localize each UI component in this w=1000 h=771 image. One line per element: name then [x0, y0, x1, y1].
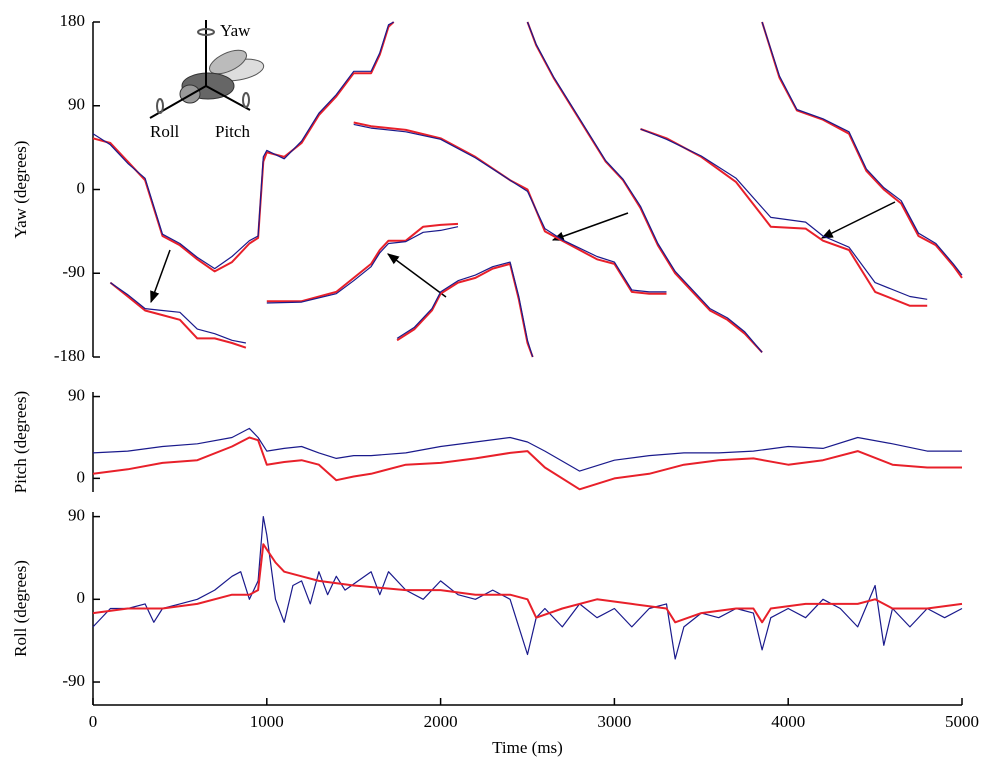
- series-line: [266, 226, 459, 304]
- series-line: [396, 261, 534, 358]
- series-line: [526, 21, 763, 353]
- y-tick-label: 90: [68, 385, 85, 404]
- y-tick-label: 90: [68, 506, 85, 525]
- series-line: [526, 21, 763, 353]
- roll-annotation: Roll: [150, 122, 180, 141]
- series-line: [761, 21, 963, 276]
- x-tick-label: 2000: [424, 712, 458, 731]
- series-line: [92, 21, 394, 270]
- pitch-annotation: Pitch: [215, 122, 250, 141]
- y-axis-label: Roll (degrees): [11, 560, 30, 657]
- series-line: [92, 543, 963, 624]
- y-axis-label: Pitch (degrees): [11, 391, 30, 493]
- y-tick-label: 0: [77, 178, 86, 197]
- series-line: [110, 282, 247, 344]
- x-tick-label: 3000: [597, 712, 631, 731]
- y-tick-label: 180: [60, 11, 86, 30]
- y-tick-label: 0: [77, 588, 86, 607]
- series-line: [353, 123, 667, 293]
- x-tick-label: 4000: [771, 712, 805, 731]
- y-axis-label: Yaw (degrees): [11, 141, 30, 239]
- fly-inset: [149, 20, 265, 119]
- y-tick-label: -90: [62, 262, 85, 281]
- series-line: [92, 436, 962, 491]
- series-line: [761, 21, 963, 279]
- series-line: [640, 128, 928, 300]
- y-tick-label: 90: [68, 95, 85, 114]
- series-line: [109, 281, 247, 349]
- series-line: [92, 427, 962, 472]
- x-tick-label: 5000: [945, 712, 979, 731]
- y-tick-label: -90: [62, 671, 85, 690]
- x-tick-label: 1000: [250, 712, 284, 731]
- y-tick-label: -180: [54, 346, 85, 365]
- y-tick-label: 0: [77, 467, 86, 486]
- series-line: [266, 222, 459, 303]
- yaw-annotation: Yaw: [220, 21, 251, 40]
- x-axis-label: Time (ms): [492, 738, 563, 757]
- series-line: [640, 128, 928, 307]
- x-tick-label: 0: [89, 712, 98, 731]
- series-line: [92, 516, 963, 660]
- arrows: [150, 201, 896, 304]
